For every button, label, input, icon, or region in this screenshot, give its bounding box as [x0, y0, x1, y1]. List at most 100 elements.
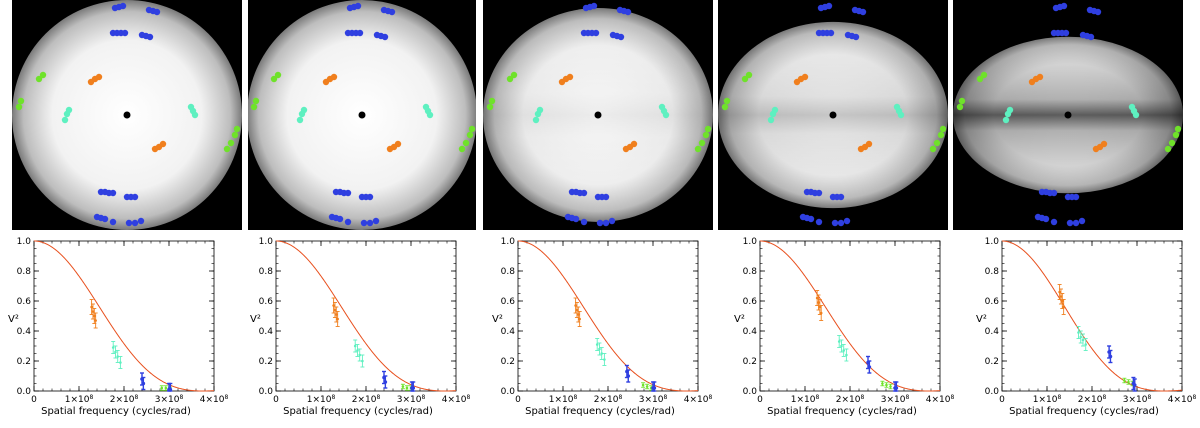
- y-tick-label: 0.2: [259, 357, 273, 367]
- data-point: [332, 304, 335, 307]
- plot-frame: [1001, 240, 1183, 392]
- uv-point-blue: [572, 215, 580, 223]
- model-curve: [34, 240, 215, 392]
- y-tick-label: 0.2: [985, 357, 999, 367]
- uv-point-orange: [801, 73, 809, 81]
- data-point: [641, 383, 645, 387]
- y-tick-label: 0.0: [985, 387, 1000, 397]
- uv-point-cyan: [61, 116, 69, 124]
- uv-point-blue: [859, 8, 867, 16]
- uv-point-orange: [1100, 140, 1108, 148]
- uv-point-green: [510, 71, 518, 79]
- uv-point-cyan: [1132, 111, 1140, 119]
- uv-point-blue: [146, 33, 154, 41]
- uv-point-green: [250, 103, 258, 111]
- visibility-plot-svg: 0 1×108 2×108 3×108 4×108 0.0 0.2 0.4 0.6 0.8 1.0 S…: [8, 237, 228, 417]
- uv-map-svg: [248, 0, 476, 230]
- data-point: [1062, 305, 1065, 309]
- data-point: [1077, 331, 1080, 334]
- data-point: [889, 385, 892, 388]
- data-point: [837, 340, 841, 343]
- y-tick-label: 0.4: [985, 327, 1000, 337]
- uv-point-blue: [131, 193, 139, 201]
- uv-coverage-panel: [483, 0, 713, 230]
- uv-point-green: [506, 75, 514, 83]
- data-point: [90, 305, 93, 309]
- data-point: [575, 308, 579, 312]
- uv-map-svg: [953, 2, 1183, 227]
- uv-point-green: [976, 75, 984, 83]
- uv-point-blue: [1087, 33, 1095, 41]
- data-point: [652, 386, 657, 390]
- data-point: [405, 386, 409, 390]
- uv-point-green: [227, 139, 235, 147]
- x-tick-label: 1×108: [1033, 394, 1062, 405]
- y-axis-label: V²: [734, 314, 745, 325]
- uv-map-svg: [483, 2, 713, 227]
- x-tick-label: 3×108: [155, 394, 184, 405]
- plot-frame: [759, 240, 941, 392]
- data-point: [333, 308, 337, 312]
- data-point: [842, 349, 845, 352]
- uv-point-cyan: [662, 111, 670, 119]
- uv-point-green: [933, 139, 941, 147]
- uv-point-blue: [109, 218, 117, 226]
- uv-map-svg: [12, 0, 242, 230]
- uv-point-cyan: [1006, 106, 1014, 114]
- uv-point-green: [466, 131, 474, 139]
- data-point: [336, 317, 339, 321]
- uv-point-cyan: [191, 111, 199, 119]
- uv-origin: [594, 111, 602, 119]
- visibility-plot-svg: 0 1×108 2×108 3×108 4×108 0.0 0.2 0.4 0.6 0.8 1.0 S…: [250, 237, 470, 417]
- uv-point-cyan: [532, 116, 540, 124]
- data-point: [578, 317, 581, 321]
- data-point: [1058, 290, 1061, 294]
- uv-point-orange: [95, 73, 103, 81]
- y-tick-label: 0.4: [743, 327, 758, 337]
- uv-point-cyan: [426, 111, 434, 119]
- uv-point-blue: [624, 8, 632, 16]
- uv-point-green: [270, 75, 278, 83]
- visibility-plot-svg: 0 1×108 2×108 3×108 4×108 0.0 0.2 0.4 0.6 0.8 1.0 S…: [976, 237, 1196, 417]
- uv-point-blue: [125, 219, 133, 227]
- uv-point-green: [1172, 131, 1180, 139]
- model-curve: [276, 240, 457, 392]
- uv-point-green: [980, 71, 988, 79]
- y-tick-label: 0.8: [17, 267, 32, 277]
- uv-point-blue: [381, 33, 389, 41]
- x-tick-label: 2×108: [352, 394, 381, 405]
- model-curve: [1002, 240, 1183, 392]
- uv-point-cyan: [771, 106, 779, 114]
- data-point: [335, 313, 338, 316]
- x-tick-label: 2×108: [836, 394, 865, 405]
- uv-point-blue: [608, 217, 616, 225]
- uv-point-orange: [630, 140, 638, 148]
- uv-point-green: [252, 97, 260, 105]
- visibility-plot-svg: 0 1×108 2×108 3×108 4×108 0.0 0.2 0.4 0.6 0.8 1.0 S…: [492, 237, 712, 417]
- uv-point-blue: [344, 189, 352, 197]
- y-tick-label: 1.0: [259, 237, 274, 247]
- y-tick-label: 0.0: [17, 387, 32, 397]
- y-tick-label: 0.8: [985, 267, 1000, 277]
- data-point: [94, 319, 97, 322]
- y-axis-label: V²: [976, 314, 987, 325]
- uv-point-green: [704, 125, 712, 133]
- x-axis-label: Spatial frequency (cycles/rad): [283, 406, 433, 417]
- uv-point-orange: [394, 140, 402, 148]
- uv-point-green: [15, 103, 23, 111]
- uv-point-blue: [1062, 29, 1070, 37]
- data-point: [885, 383, 888, 387]
- y-tick-label: 0.6: [259, 297, 274, 307]
- uv-point-blue: [137, 217, 145, 225]
- x-tick-label: 0: [273, 395, 279, 405]
- plot-frame: [275, 240, 457, 392]
- x-tick-label: 3×108: [881, 394, 910, 405]
- y-tick-label: 1.0: [17, 237, 32, 247]
- x-tick-label: 0: [999, 395, 1005, 405]
- x-tick-label: 1×108: [549, 394, 578, 405]
- uv-map-svg: [718, 2, 948, 227]
- data-point: [1108, 354, 1113, 359]
- y-axis-label: V²: [8, 314, 19, 325]
- uv-point-green: [274, 71, 282, 79]
- uv-point-blue: [366, 193, 374, 201]
